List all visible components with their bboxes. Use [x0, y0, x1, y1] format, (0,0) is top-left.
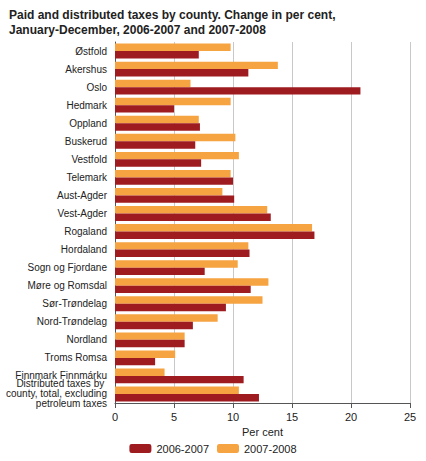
svg-text:Nord-Trøndelag: Nord-Trøndelag: [37, 316, 107, 327]
svg-text:Sogn og Fjordane: Sogn og Fjordane: [27, 262, 107, 273]
svg-text:Distributed taxes by: Distributed taxes by: [16, 378, 107, 390]
svg-text:Telemark: Telemark: [66, 172, 108, 183]
svg-text:2007-2008: 2007-2008: [244, 443, 297, 455]
svg-text:petroleum taxes: petroleum taxes: [33, 398, 107, 409]
svg-text:Per cent: Per cent: [242, 426, 283, 438]
svg-text:January-December, 2006-2007 an: January-December, 2006-2007 and 2007-200…: [9, 23, 266, 37]
svg-text:Vest-Agder: Vest-Agder: [58, 208, 108, 219]
svg-text:25: 25: [404, 411, 416, 423]
svg-text:Rogaland: Rogaland: [64, 226, 107, 237]
svg-text:Troms Romsa: Troms Romsa: [45, 352, 108, 363]
svg-text:Aust-Agder: Aust-Agder: [57, 190, 108, 201]
svg-text:Vestfold: Vestfold: [71, 154, 107, 165]
svg-text:Oslo: Oslo: [86, 82, 107, 93]
svg-text:15: 15: [286, 411, 298, 423]
svg-text:Oppland: Oppland: [69, 118, 107, 129]
svg-text:5: 5: [171, 411, 177, 423]
svg-text:Sør-Trøndelag: Sør-Trøndelag: [42, 298, 107, 309]
svg-text:Østfold: Østfold: [75, 46, 107, 57]
svg-text:0: 0: [112, 411, 118, 423]
svg-text:10: 10: [227, 411, 239, 423]
svg-text:Hedmark: Hedmark: [66, 100, 108, 111]
svg-text:Akershus: Akershus: [65, 64, 107, 75]
svg-text:20: 20: [345, 411, 357, 423]
svg-text:Paid and distributed taxes by: Paid and distributed taxes by county. Ch…: [9, 8, 339, 22]
svg-text:Finnmark Finnmárku: Finnmark Finnmárku: [15, 370, 107, 382]
svg-text:Buskerud: Buskerud: [65, 136, 107, 147]
svg-text:2006-2007: 2006-2007: [156, 443, 209, 455]
svg-text:Møre og Romsdal: Møre og Romsdal: [28, 280, 107, 291]
svg-text:Hordaland: Hordaland: [61, 244, 107, 255]
svg-text:county, total, excluding: county, total, excluding: [6, 388, 107, 400]
svg-text:Nordland: Nordland: [66, 334, 107, 345]
